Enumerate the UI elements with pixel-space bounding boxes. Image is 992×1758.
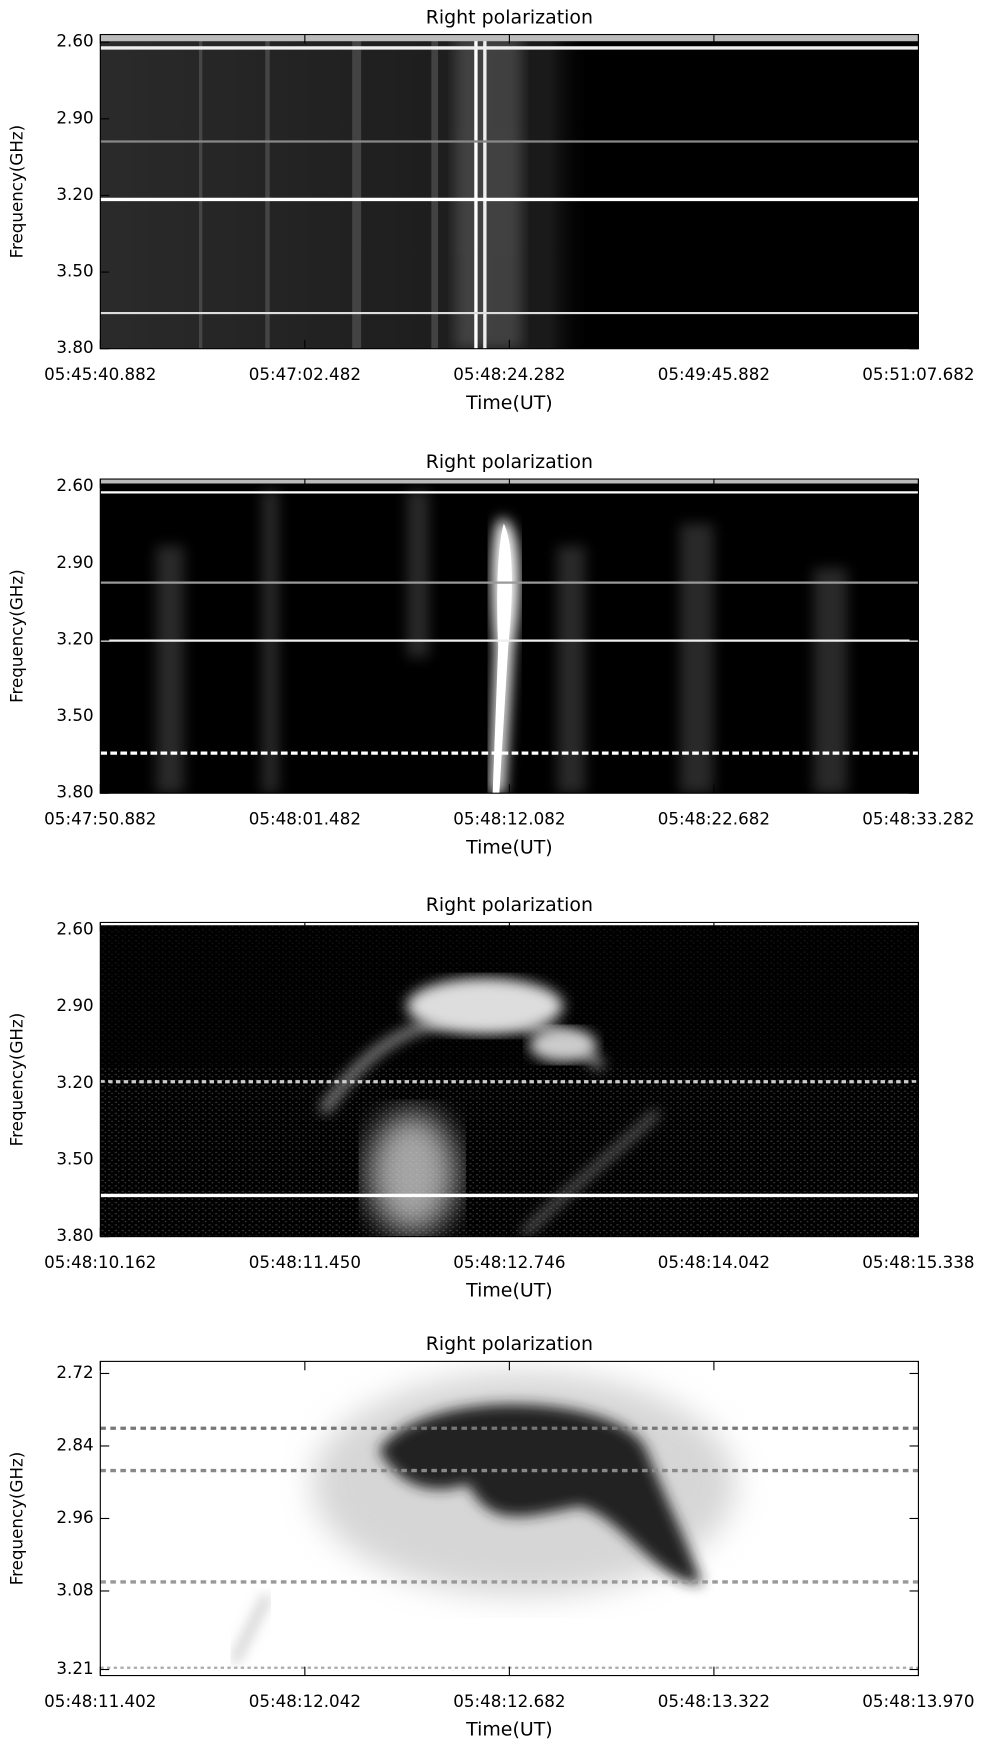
y-tick-label: 3.50 — [56, 261, 93, 281]
y-tick-label: 3.21 — [56, 1658, 93, 1678]
spectrogram-image — [100, 479, 919, 794]
y-tick-label: 3.08 — [56, 1579, 93, 1599]
x-tick-label: 05:48:24.282 — [453, 364, 565, 384]
y-tick-label: 2.90 — [56, 552, 93, 572]
y-tick-label: 3.20 — [56, 1072, 93, 1092]
y-tick-label: 3.50 — [56, 705, 93, 725]
chart-title: Right polarization — [426, 1333, 593, 1355]
x-tick-label: 05:47:02.482 — [249, 364, 361, 384]
spectrogram-image — [100, 922, 919, 1237]
chart-title: Right polarization — [426, 894, 593, 916]
y-tick-label: 2.90 — [56, 995, 93, 1015]
y-tick-label: 2.96 — [56, 1507, 93, 1527]
x-tick-label: 05:48:12.042 — [249, 1691, 361, 1711]
x-tick-label: 05:48:10.162 — [44, 1252, 156, 1272]
x-tick-label: 05:48:12.082 — [453, 808, 565, 828]
x-tick-label: 05:48:01.482 — [249, 808, 361, 828]
x-tick-label: 05:48:15.338 — [862, 1252, 974, 1272]
y-tick-label: 3.50 — [56, 1148, 93, 1168]
x-axis-label: Time(UT) — [465, 836, 553, 858]
y-tick-label: 2.60 — [56, 475, 93, 495]
y-tick-label: 3.20 — [56, 628, 93, 648]
y-axis-label: Frequency(GHz) — [6, 125, 26, 259]
y-tick-label: 2.90 — [56, 107, 93, 127]
x-tick-label: 05:48:14.042 — [658, 1252, 770, 1272]
y-tick-label: 3.20 — [56, 184, 93, 204]
x-tick-label: 05:49:45.882 — [658, 364, 770, 384]
x-tick-label: 05:48:13.322 — [658, 1691, 770, 1711]
x-tick-label: 05:48:12.682 — [453, 1691, 565, 1711]
x-axis-label: Time(UT) — [465, 1719, 553, 1741]
y-tick-label: 2.60 — [56, 919, 93, 939]
y-tick-label: 3.80 — [56, 1225, 93, 1245]
spectrogram-image — [100, 1361, 919, 1676]
x-tick-label: 05:48:11.402 — [44, 1691, 156, 1711]
x-tick-label: 05:48:22.682 — [658, 808, 770, 828]
x-tick-label: 05:51:07.682 — [862, 364, 974, 384]
chart-title: Right polarization — [426, 6, 593, 28]
x-tick-label: 05:48:13.970 — [862, 1691, 974, 1711]
y-tick-label: 2.60 — [56, 31, 93, 51]
x-tick-label: 05:47:50.882 — [44, 808, 156, 828]
x-tick-label: 05:48:33.282 — [862, 808, 974, 828]
y-tick-label: 2.72 — [56, 1362, 93, 1382]
x-tick-label: 05:48:12.746 — [453, 1252, 565, 1272]
y-axis-label: Frequency(GHz) — [6, 569, 26, 703]
y-tick-label: 3.80 — [56, 337, 93, 357]
y-tick-label: 3.80 — [56, 782, 93, 802]
x-axis-label: Time(UT) — [465, 392, 553, 414]
y-axis-label: Frequency(GHz) — [6, 1452, 26, 1586]
y-tick-label: 2.84 — [56, 1434, 93, 1454]
x-axis-label: Time(UT) — [465, 1280, 553, 1302]
chart-title: Right polarization — [426, 451, 593, 473]
spectrogram-image — [100, 34, 919, 349]
y-axis-label: Frequency(GHz) — [6, 1013, 26, 1147]
x-tick-label: 05:48:11.450 — [249, 1252, 361, 1272]
x-tick-label: 05:45:40.882 — [44, 364, 156, 384]
